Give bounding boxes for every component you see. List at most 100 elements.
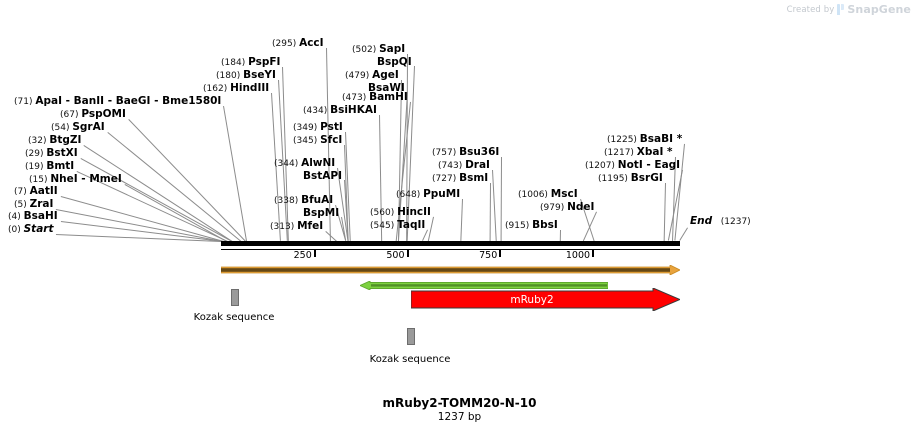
enzyme-label-915[interactable]: (915) BbsI: [505, 220, 558, 232]
enzyme-name: BseYI: [243, 69, 276, 81]
enzyme-leader-line: [489, 182, 492, 241]
enzyme-name: BbsI: [532, 219, 558, 231]
enzyme-name: BanII: [73, 95, 105, 107]
feature-arrow-reverse[interactable]: [358, 275, 609, 291]
ruler-tick-label: 1000: [565, 250, 591, 261]
enzyme-label-338-cont[interactable]: BspMI: [303, 208, 339, 219]
enzyme-position: (32): [28, 136, 50, 146]
snapgene-logo-icon: [837, 4, 844, 15]
page-title: mRuby2-TOMM20-N-10: [382, 396, 537, 410]
enzyme-label-32[interactable]: (32) BtgZI: [28, 135, 81, 147]
enzyme-name: BsmI: [459, 172, 489, 184]
ruler-tick-label: 500: [386, 250, 405, 261]
enzyme-label-727[interactable]: (727) BsmI: [432, 173, 488, 185]
enzyme-label-434[interactable]: (434) BsiHKAI: [303, 105, 377, 117]
enzyme-position: (1225): [607, 135, 640, 145]
enzyme-name: Bme1580I: [162, 95, 222, 107]
enzyme-name-separator: -: [77, 173, 90, 185]
enzyme-name: Start: [23, 223, 54, 235]
enzyme-label-184[interactable]: (184) PspFI: [221, 57, 280, 69]
enzyme-label-349[interactable]: (349) PstI: [293, 122, 343, 134]
enzyme-name: BstAPI: [303, 170, 343, 182]
enzyme-name: SapI: [379, 43, 406, 55]
enzyme-name: BsaWI: [368, 82, 405, 94]
enzyme-name: AgeI: [372, 69, 399, 81]
enzyme-label-4[interactable]: (4) BsaHI: [8, 211, 58, 223]
enzyme-name: TaqII: [397, 219, 426, 231]
enzyme-position: (29): [25, 149, 47, 159]
enzyme-name: XbaI: [636, 146, 664, 158]
enzyme-position: (71): [14, 97, 36, 107]
enzyme-label-560[interactable]: (560) HincII: [370, 207, 431, 219]
enzyme-label-54[interactable]: (54) SgrAI: [51, 122, 105, 134]
enzyme-label-180[interactable]: (180) BseYI: [216, 70, 276, 82]
enzyme-label-162[interactable]: (162) HindIII: [203, 83, 269, 95]
enzyme-label-344[interactable]: (344) AlwNI: [274, 158, 335, 170]
enzyme-label-7[interactable]: (7) AatII: [14, 186, 58, 198]
enzyme-label-295[interactable]: (295) AccI: [272, 38, 324, 50]
enzyme-name: PpuMI: [423, 188, 461, 200]
enzyme-name: BstXI: [46, 147, 78, 159]
enzyme-label-473[interactable]: (473) BamHI: [342, 92, 408, 104]
enzyme-label-29[interactable]: (29) BstXI: [25, 148, 78, 160]
enzyme-label-19[interactable]: (19) BmtI: [25, 161, 74, 173]
watermark-brand-text: SnapGene: [847, 3, 911, 16]
enzyme-position: (54): [51, 123, 73, 133]
enzyme-label-1195[interactable]: (1195) BsrGI: [598, 173, 663, 185]
enzyme-position: (1195): [598, 174, 631, 184]
enzyme-name: PspOMI: [81, 108, 126, 120]
enzyme-label-5[interactable]: (5) ZraI: [14, 199, 53, 211]
feature-arrow-mruby2[interactable]: mRuby2: [410, 287, 682, 312]
enzyme-position: (345): [293, 136, 321, 146]
enzyme-label-313[interactable]: (313) MfeI: [270, 221, 323, 233]
enzyme-label-end[interactable]: End (1237): [690, 216, 751, 228]
enzyme-position: (15): [29, 175, 51, 185]
enzyme-label-648[interactable]: (648) PpuMI: [396, 189, 460, 201]
enzyme-label-1006[interactable]: (1006) MscI: [518, 189, 578, 201]
enzyme-label-0[interactable]: (0) Start: [8, 224, 53, 236]
feature-arrow-mruby2-shape: [410, 287, 682, 312]
enzyme-name-separator: -: [150, 95, 163, 107]
ruler-tick: [592, 249, 595, 257]
enzyme-label-743[interactable]: (743) DraI: [438, 160, 490, 172]
enzyme-name: ZraI: [29, 198, 54, 210]
enzyme-label-15[interactable]: (15) NheI - MmeI: [29, 174, 122, 186]
enzyme-label-1225[interactable]: (1225) BsaBI *: [607, 134, 682, 146]
enzyme-label-1217[interactable]: (1217) XbaI *: [604, 147, 673, 159]
enzyme-position: (915): [505, 221, 533, 231]
enzyme-name: PspFI: [248, 56, 281, 68]
enzyme-name: HincII: [397, 206, 431, 218]
enzyme-label-344-cont[interactable]: BstAPI: [303, 171, 342, 182]
kozak-caption-1: Kozak sequence: [193, 312, 275, 323]
enzyme-position: (479): [345, 71, 373, 81]
ruler-baseline: [221, 249, 680, 250]
enzyme-label-71[interactable]: (71) ApaI - BanII - BaeGI - Bme1580I: [14, 96, 221, 108]
enzyme-label-545[interactable]: (545) TaqII: [370, 220, 425, 232]
enzyme-position: (0): [8, 225, 24, 235]
enzyme-name: HindIII: [230, 82, 270, 94]
enzyme-leader-line: [491, 170, 497, 242]
enzyme-label-479-cont[interactable]: BsaWI: [368, 83, 405, 94]
enzyme-label-67[interactable]: (67) PspOMI: [60, 109, 126, 121]
enzyme-label-502[interactable]: (502) SapI: [352, 44, 405, 56]
enzyme-label-757[interactable]: (757) Bsu36I: [432, 147, 499, 159]
enzyme-name: BtgZI: [49, 134, 82, 146]
feature-arrow-backbone[interactable]: [220, 260, 681, 276]
enzyme-label-1207[interactable]: (1207) NotI - EagI: [585, 160, 680, 172]
kozak-caption-2: Kozak sequence: [369, 354, 451, 365]
ruler-tick-label: 250: [293, 250, 312, 261]
enzyme-name: DraI: [465, 159, 490, 171]
kozak-marker-2[interactable]: [407, 328, 415, 345]
kozak-marker-1[interactable]: [231, 289, 239, 306]
ruler-tick: [406, 249, 409, 257]
enzyme-name: BspMI: [303, 207, 340, 219]
enzyme-label-479[interactable]: (479) AgeI: [345, 70, 399, 82]
enzyme-label-502-cont[interactable]: BspQI: [377, 57, 412, 68]
enzyme-label-979[interactable]: (979) NdeI: [540, 202, 594, 214]
enzyme-label-338[interactable]: (338) BfuAI: [274, 195, 333, 207]
enzyme-name: NheI: [50, 173, 78, 185]
enzyme-label-345[interactable]: (345) SfcI: [293, 135, 342, 147]
enzyme-position: (349): [293, 123, 321, 133]
enzyme-position: (757): [432, 148, 460, 158]
